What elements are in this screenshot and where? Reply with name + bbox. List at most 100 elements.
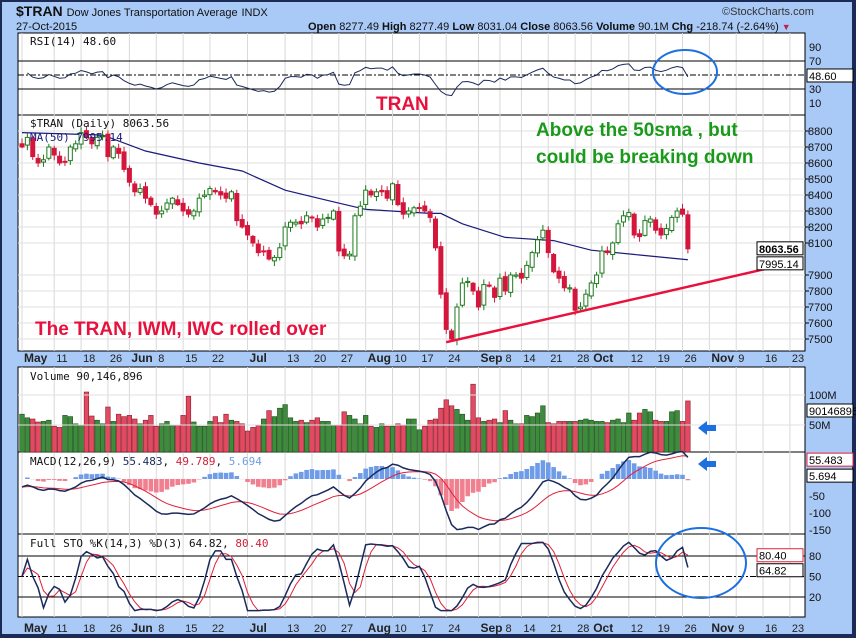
volume-bar	[40, 421, 47, 453]
macd-legend-sep: ,	[162, 455, 175, 468]
candle-body	[293, 221, 299, 225]
candle-body	[620, 215, 626, 223]
volume-bar	[432, 418, 439, 453]
x-tick-label: 21	[550, 353, 562, 365]
macd-histogram-bar	[583, 479, 589, 485]
x-tick-label: 17	[421, 623, 433, 635]
candle	[282, 222, 288, 251]
candle	[502, 271, 508, 296]
macd-histogram-bar	[519, 471, 524, 479]
candle-body	[100, 135, 106, 138]
candle	[185, 206, 191, 218]
high-label: High	[382, 21, 407, 33]
candle-body	[148, 197, 154, 206]
candle-body	[454, 306, 460, 341]
x-tick-label: Jun	[131, 621, 152, 635]
candle-body	[320, 218, 326, 226]
macd-histogram-bar	[35, 479, 41, 482]
macd-histogram-bar	[390, 467, 395, 479]
volume-bar	[266, 410, 272, 453]
x-tick-label: 16	[765, 353, 777, 365]
panel-price	[17, 114, 806, 352]
volume-bar	[454, 409, 460, 453]
x-tick-label: 26	[685, 623, 697, 635]
candle	[30, 136, 36, 160]
macd-histogram-bar	[137, 479, 143, 490]
candle-body	[126, 167, 132, 183]
candle	[513, 271, 519, 279]
volume-bar	[341, 411, 347, 453]
chart-title: $TRAN Dow Jones Transportation Average I…	[16, 3, 268, 21]
volume-bar	[277, 407, 283, 453]
sto-d-line	[21, 542, 689, 612]
x-tick-label: 24	[448, 353, 460, 365]
x-tick-label: 8	[505, 623, 511, 635]
candle	[395, 180, 401, 207]
macd-histogram-bar	[465, 479, 471, 497]
candle-body	[416, 207, 422, 210]
macd-histogram-bar	[567, 478, 573, 479]
candle-body	[518, 272, 524, 279]
volume-bar	[524, 415, 530, 453]
x-tick-label: 17	[421, 353, 433, 365]
volume-bar	[293, 421, 299, 453]
candle	[551, 252, 557, 274]
candle	[685, 210, 691, 254]
volume-bar	[669, 411, 675, 453]
volume-bar	[287, 417, 294, 453]
candle	[245, 221, 251, 240]
sto-legend-legend_name: Full STO %K(14,3) %D(3)	[30, 537, 182, 550]
macd-histogram-bar	[685, 479, 691, 481]
candle	[572, 286, 578, 316]
candle-body	[685, 214, 691, 250]
volume-bar	[540, 405, 546, 453]
candle-body	[373, 191, 379, 198]
candle	[368, 188, 374, 198]
macd-histogram-bar	[110, 477, 116, 479]
sto-k-tag-box	[756, 563, 804, 578]
volume-bar	[513, 423, 519, 453]
candle-body	[390, 183, 396, 201]
candle	[443, 288, 449, 334]
candle	[561, 271, 567, 292]
volume-bar	[556, 421, 562, 453]
x-tick-label: 13	[287, 353, 299, 365]
volume-bar	[73, 423, 79, 453]
volume-bar	[534, 412, 541, 453]
candle-body	[169, 197, 175, 205]
ma-price-tag: 7995.14	[759, 259, 799, 271]
volume-bar	[121, 416, 127, 453]
candle	[352, 213, 358, 261]
candle-body	[196, 197, 202, 213]
candle	[202, 189, 208, 199]
volume-bar	[395, 423, 401, 453]
candle-body	[400, 202, 406, 215]
rsi-value-tag-box	[806, 68, 854, 83]
macd-histogram-bar	[422, 479, 428, 480]
candle	[132, 181, 138, 197]
candle	[169, 196, 175, 210]
candle	[271, 254, 277, 267]
macd-histogram-bar	[175, 479, 181, 486]
candle-body	[271, 256, 277, 262]
macd-histogram-bar	[250, 479, 256, 485]
volume-bar	[320, 421, 326, 453]
candle-body	[561, 275, 567, 289]
volume-tick-label: 50M	[809, 420, 830, 432]
x-tick-label: 9	[738, 623, 744, 635]
macd-histogram-bar	[669, 474, 675, 479]
x-tick-label: 11	[56, 353, 67, 365]
candle-body	[83, 130, 89, 138]
macd-histogram-bar	[288, 476, 293, 479]
x-tick-label: 26	[685, 353, 697, 365]
volume-bar	[56, 427, 63, 453]
candle-body	[379, 189, 385, 193]
x-tick-label: 22	[212, 623, 224, 635]
volume-bar	[46, 419, 52, 453]
candle-body	[234, 193, 240, 222]
macd-histogram-bar	[121, 479, 127, 482]
x-tick-label: 27	[341, 623, 353, 635]
volume-bar	[180, 415, 186, 453]
annotation-tran: TRAN	[376, 94, 429, 115]
